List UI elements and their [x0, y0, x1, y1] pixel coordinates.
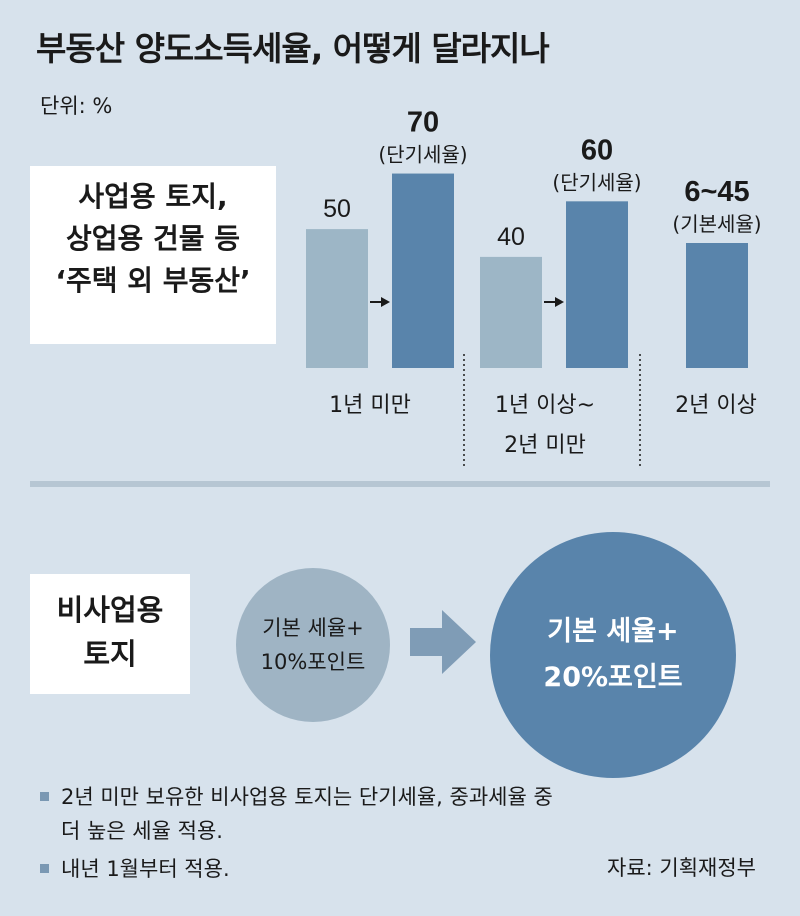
tax-rate-bar-chart: 50 (단기세율) 70 1년 미만 40 (단기세율) 60 1년 이상~ 2년 미만 (기본세… — [306, 107, 762, 466]
circle-text: 기본 세율+ — [262, 616, 364, 640]
label-line: 상업용 건물 등 — [65, 222, 241, 255]
label-line: 사업용 토지, — [78, 180, 228, 213]
bar-after — [686, 243, 748, 368]
arrow-right-icon — [410, 610, 476, 674]
value-label-before: 40 — [497, 223, 525, 251]
label-line: 토지 — [83, 637, 137, 671]
section-divider — [30, 481, 770, 487]
note-text: 내년 1월부터 적용. — [61, 857, 230, 881]
page-title: 부동산 양도소득세율, 어떻게 달라지나 — [36, 29, 550, 68]
label-line: 비사업용 — [56, 593, 164, 627]
note-text: 더 높은 세율 적용. — [61, 819, 223, 843]
x-tick-label: 1년 미만 — [329, 393, 411, 418]
bar-before — [306, 229, 368, 368]
land-type-label: 비사업용 토지 — [30, 574, 190, 694]
arrow-head-icon — [555, 297, 564, 307]
note-text: 2년 미만 보유한 비사업용 토지는 단기세율, 중과세율 중 — [61, 785, 553, 809]
property-type-label: 사업용 토지, 상업용 건물 등 ‘주택 외 부동산’ — [30, 166, 276, 344]
rate-type-note: (단기세율) — [552, 170, 641, 194]
value-label-after: 6~45 — [684, 176, 749, 208]
bar-after — [392, 173, 454, 368]
current-rate-circle: 기본 세율+ 10%포인트 — [236, 568, 390, 722]
bar-after — [566, 201, 628, 368]
rate-type-note: (기본세율) — [672, 212, 761, 236]
note-item: 2년 미만 보유한 비사업용 토지는 단기세율, 중과세율 중 더 높은 세율 … — [40, 780, 553, 848]
new-rate-circle: 기본 세율+ 20%포인트 — [490, 532, 736, 778]
bullet-icon — [40, 791, 49, 801]
note-item: 내년 1월부터 적용. — [40, 852, 230, 886]
circle-text: 10%포인트 — [260, 650, 366, 674]
rate-type-note: (단기세율) — [378, 143, 467, 167]
x-tick-label: 2년 미만 — [504, 433, 586, 458]
bar-before — [480, 256, 542, 368]
circle-text: 기본 세율+ — [547, 616, 679, 647]
value-label-after: 60 — [581, 134, 613, 166]
label-line: ‘주택 외 부동산’ — [55, 264, 251, 297]
value-label-before: 50 — [323, 195, 351, 223]
x-tick-label: 1년 이상~ — [495, 393, 595, 418]
circle-text: 20%포인트 — [543, 662, 683, 693]
x-tick-label: 2년 이상 — [675, 393, 757, 418]
unit-label: 단위: % — [40, 94, 113, 118]
bullet-icon — [40, 863, 49, 873]
source-credit: 자료: 기획재정부 — [607, 856, 756, 880]
value-label-after: 70 — [407, 107, 439, 139]
arrow-head-icon — [381, 297, 390, 307]
